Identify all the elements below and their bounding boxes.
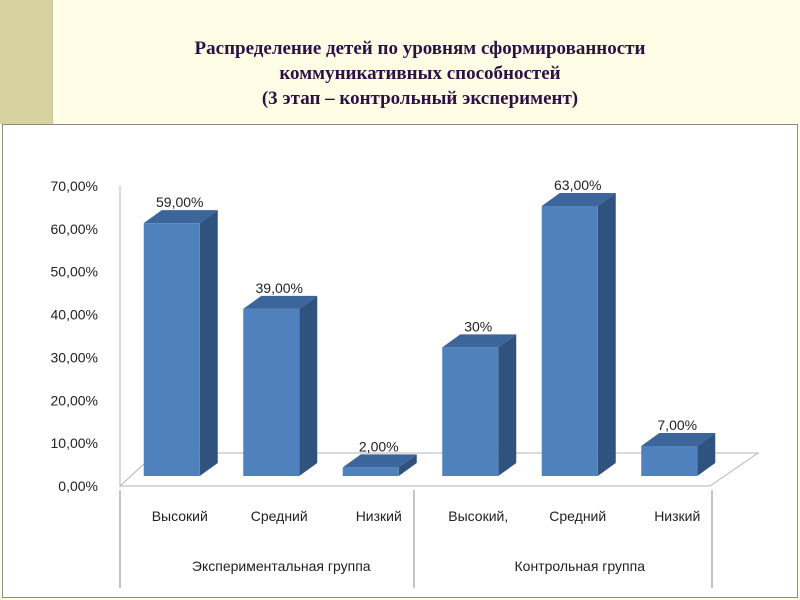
bar — [143, 223, 200, 476]
y-tick-label: 0,00% — [58, 478, 98, 494]
bar-side — [398, 454, 417, 476]
bar — [342, 467, 399, 476]
bar-top — [541, 193, 616, 206]
bar — [243, 308, 300, 476]
y-tick-label: 60,00% — [51, 221, 98, 237]
slide-side-strip — [0, 0, 53, 124]
y-tick-label: 50,00% — [51, 264, 98, 280]
x-category-label: Средний — [251, 508, 308, 524]
data-label: 30% — [464, 318, 492, 334]
chart-frame — [2, 124, 798, 598]
bar-side — [498, 334, 517, 476]
bar-top — [641, 433, 716, 446]
bar-side — [697, 433, 716, 476]
x-category-label: Низкий — [356, 508, 402, 524]
bar-top — [342, 454, 417, 468]
bar-top — [442, 334, 517, 348]
bar — [442, 347, 499, 476]
y-tick-label: 20,00% — [51, 392, 98, 408]
x-group-label: Контрольная группа — [515, 558, 646, 574]
y-tick-label: 40,00% — [51, 307, 98, 323]
data-label: 7,00% — [657, 417, 697, 433]
y-tick-label: 70,00% — [51, 178, 98, 194]
bar-side — [199, 210, 218, 476]
bar-top — [143, 210, 218, 224]
title-line-3: (3 этап – контрольный эксперимент) — [261, 88, 579, 109]
x-category-label: Низкий — [654, 508, 700, 524]
data-label: 59,00% — [156, 194, 203, 210]
bar-side — [597, 193, 616, 476]
x-group-label: Экспериментальная группа — [192, 558, 371, 574]
y-tick-label: 30,00% — [51, 349, 98, 365]
data-label: 39,00% — [256, 280, 303, 296]
bar — [641, 446, 698, 476]
bar — [541, 206, 598, 476]
data-label: 63,00% — [554, 177, 601, 193]
chart-title: Распределение детей по уровням сформиров… — [40, 36, 800, 111]
x-category-label: Средний — [549, 508, 606, 524]
x-category-label: Высокий — [152, 508, 208, 524]
y-tick-label: 10,00% — [51, 435, 98, 451]
title-line-1: Распределение детей по уровням сформиров… — [194, 38, 646, 59]
data-label: 2,00% — [359, 438, 399, 454]
bar-top — [243, 295, 318, 309]
title-line-2: коммуникативных способностей — [279, 63, 561, 84]
x-category-label: Высокий, — [448, 508, 508, 524]
bar-side — [299, 295, 318, 476]
